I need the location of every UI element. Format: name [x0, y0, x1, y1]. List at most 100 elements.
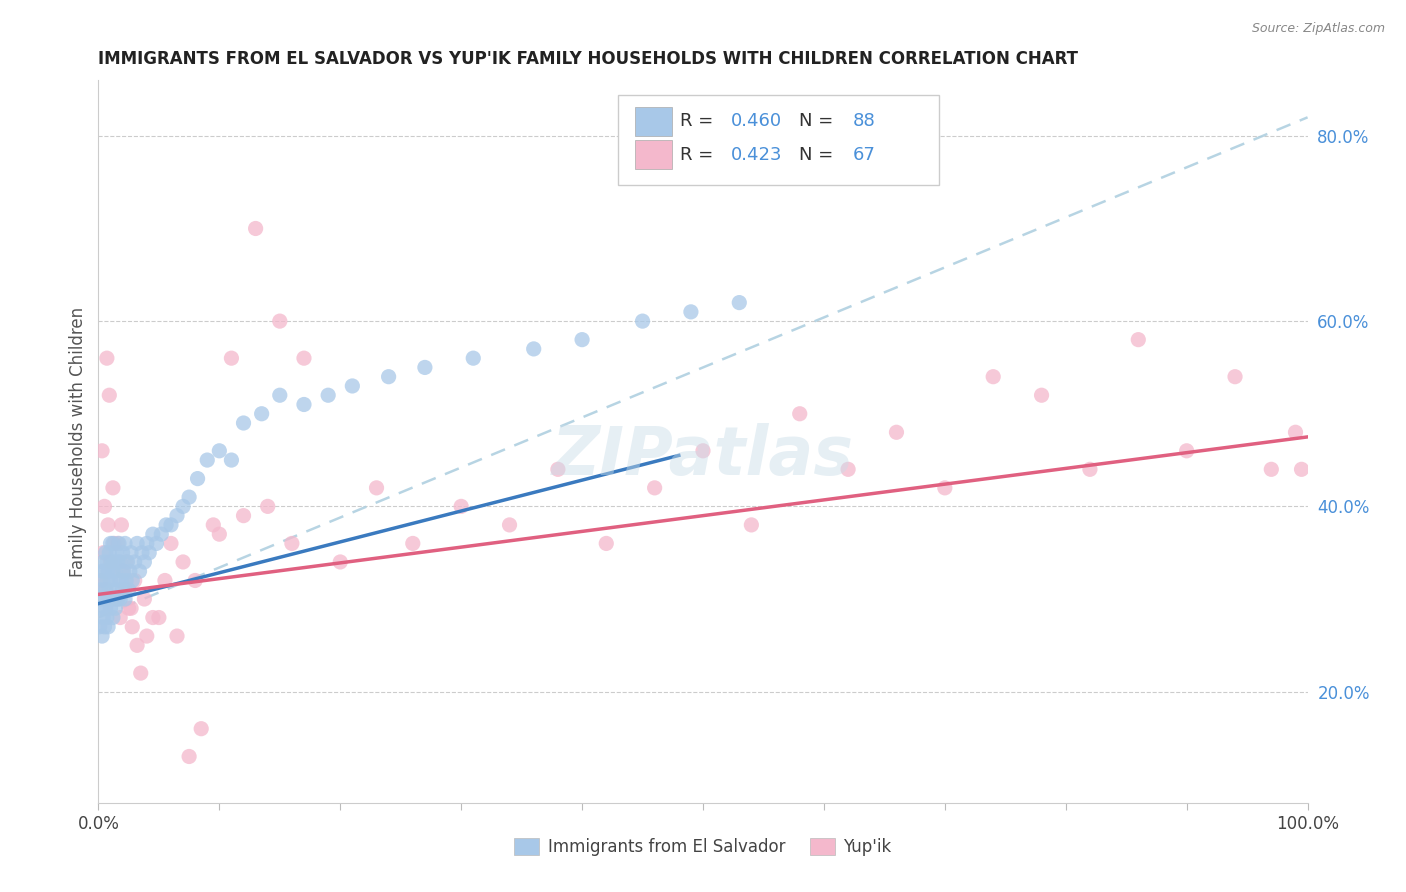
Point: [115, 555, 138, 569]
Point: [97, 620, 120, 634]
Point: [107, 555, 129, 569]
Point: [94, 582, 117, 597]
Point: [97, 564, 120, 578]
Point: [269, 314, 291, 328]
Point: [115, 574, 138, 588]
Text: Source: ZipAtlas.com: Source: ZipAtlas.com: [1251, 22, 1385, 36]
Point: [232, 416, 254, 430]
Point: [221, 351, 243, 366]
Point: [366, 481, 388, 495]
Point: [97, 517, 120, 532]
Point: [166, 629, 188, 643]
Point: [150, 527, 173, 541]
Point: [91, 592, 114, 607]
Point: [124, 555, 146, 569]
Point: [523, 342, 546, 356]
Point: [172, 555, 194, 569]
Point: [110, 517, 132, 532]
Point: [100, 601, 122, 615]
Point: [134, 592, 156, 607]
Point: [129, 666, 152, 681]
Point: [837, 462, 859, 476]
Point: [112, 564, 135, 578]
Point: [100, 592, 122, 607]
Point: [131, 546, 153, 560]
Point: [96, 574, 118, 588]
Point: [413, 360, 436, 375]
Point: [111, 582, 134, 597]
Point: [160, 536, 183, 550]
Point: [463, 351, 485, 366]
Point: [100, 536, 122, 550]
Point: [114, 582, 136, 597]
Point: [97, 592, 120, 607]
Point: [187, 472, 209, 486]
FancyBboxPatch shape: [636, 107, 672, 136]
Point: [692, 443, 714, 458]
Point: [250, 407, 273, 421]
Point: [98, 388, 121, 402]
Point: [1128, 333, 1150, 347]
Point: [117, 555, 139, 569]
Point: [111, 564, 134, 578]
Point: [110, 574, 132, 588]
Point: [104, 601, 127, 615]
Point: [124, 574, 146, 588]
Point: [91, 574, 114, 588]
Point: [981, 369, 1004, 384]
Point: [208, 527, 231, 541]
Point: [104, 564, 127, 578]
Point: [179, 490, 201, 504]
Point: [679, 305, 702, 319]
Point: [118, 582, 141, 597]
Point: [329, 555, 352, 569]
Text: IMMIGRANTS FROM EL SALVADOR VS YUP'IK FAMILY HOUSEHOLDS WITH CHILDREN CORRELATIO: IMMIGRANTS FROM EL SALVADOR VS YUP'IK FA…: [98, 50, 1078, 68]
Y-axis label: Family Households with Children: Family Households with Children: [69, 307, 87, 576]
Point: [94, 546, 117, 560]
Point: [91, 555, 114, 569]
Point: [111, 546, 134, 560]
FancyBboxPatch shape: [619, 95, 939, 185]
Point: [208, 443, 231, 458]
Point: [377, 369, 399, 384]
Point: [1223, 369, 1246, 384]
Point: [292, 351, 315, 366]
Point: [1031, 388, 1053, 402]
Point: [184, 574, 207, 588]
Point: [90, 582, 112, 597]
Point: [342, 379, 364, 393]
Point: [886, 425, 908, 440]
Point: [103, 536, 125, 550]
Point: [105, 582, 128, 597]
Point: [644, 481, 666, 495]
Point: [166, 508, 188, 523]
Point: [547, 462, 569, 476]
Point: [135, 629, 157, 643]
Point: [108, 610, 131, 624]
Point: [1078, 462, 1101, 476]
Point: [1175, 443, 1198, 458]
Point: [127, 638, 149, 652]
Point: [120, 546, 142, 560]
Point: [148, 610, 170, 624]
Point: [90, 601, 112, 615]
Point: [934, 481, 956, 495]
Text: N =: N =: [799, 145, 838, 164]
Point: [98, 582, 121, 597]
Point: [142, 610, 165, 624]
Legend: Immigrants from El Salvador, Yup'ik: Immigrants from El Salvador, Yup'ik: [508, 831, 898, 863]
Point: [91, 443, 114, 458]
Point: [155, 517, 177, 532]
Point: [134, 555, 156, 569]
Point: [172, 500, 194, 514]
Point: [114, 536, 136, 550]
Point: [93, 500, 115, 514]
Point: [245, 221, 267, 235]
Point: [1291, 462, 1313, 476]
Point: [91, 564, 114, 578]
Point: [1284, 425, 1306, 440]
Text: 67: 67: [853, 145, 876, 164]
Point: [281, 536, 304, 550]
Point: [108, 536, 131, 550]
Point: [202, 517, 225, 532]
